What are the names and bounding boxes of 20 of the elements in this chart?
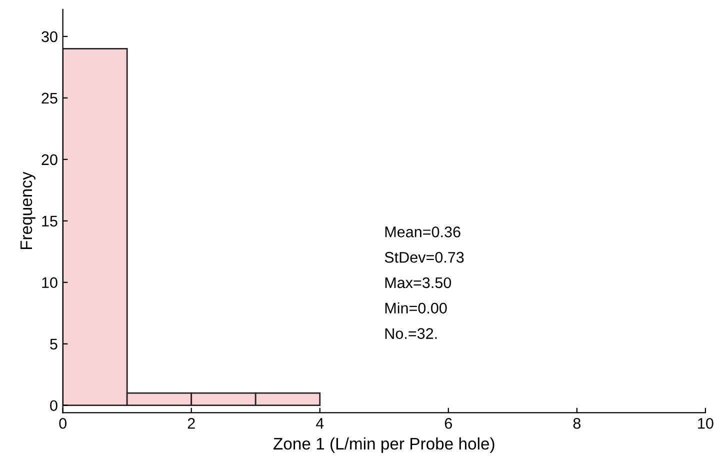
y-tick-label: 20 [42, 154, 58, 166]
x-axis-title: Zone 1 (L/min per Probe hole) [274, 437, 494, 453]
y-axis-title: Frequency [20, 172, 36, 250]
y-tick-label: 25 [42, 92, 58, 104]
annotation: Max=3.50 [385, 277, 452, 288]
x-tick-label: 4 [316, 418, 324, 429]
x-tick-label: 8 [573, 418, 580, 429]
annotation: Mean=0.36 [385, 226, 460, 238]
y-tick-label: 5 [50, 338, 58, 350]
annotation: No.=32. [385, 328, 437, 339]
annotation: StDev=0.73 [384, 252, 464, 263]
x-tick-label: 6 [444, 418, 452, 429]
y-tick-label: 15 [42, 216, 58, 227]
y-tick-label: 0 [50, 400, 58, 412]
y-tick-label: 10 [42, 277, 58, 288]
x-tick-label: 0 [59, 418, 66, 429]
x-tick-label: 2 [188, 418, 195, 429]
x-tick-label: 10 [698, 418, 714, 429]
y-tick-label: 30 [42, 31, 58, 42]
annotation: Min=0.00 [385, 302, 447, 314]
